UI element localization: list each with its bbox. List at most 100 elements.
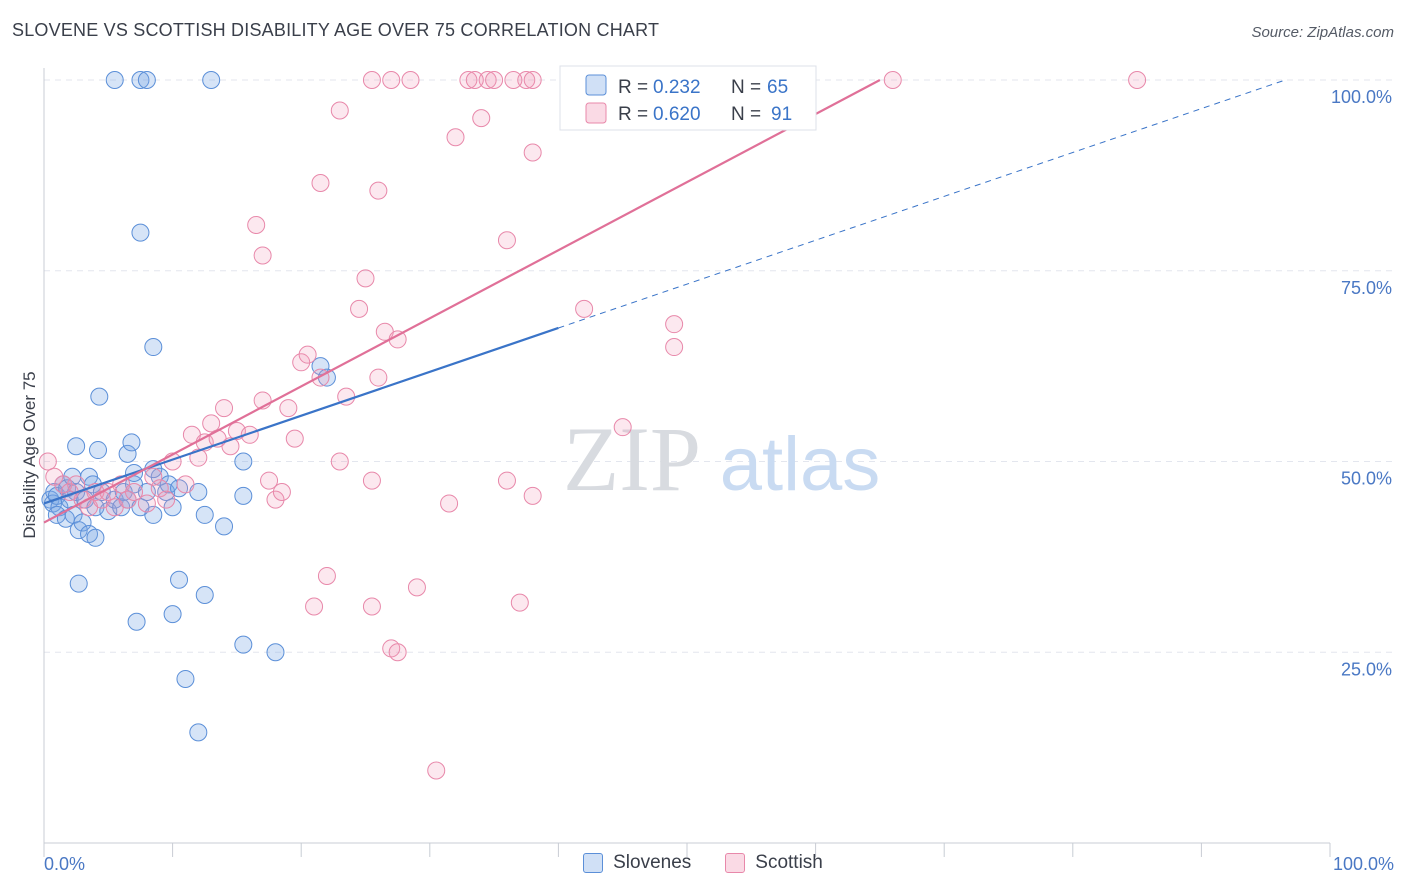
data-point-scottish [144, 467, 163, 486]
data-point-scottish [330, 452, 349, 471]
data-point-slovenes [266, 643, 285, 662]
data-point-scottish [356, 269, 375, 288]
axes [43, 68, 1331, 857]
data-point-slovenes [176, 669, 195, 688]
data-point-scottish [45, 467, 64, 486]
legend-n-label-2: N = [731, 104, 761, 125]
data-point-scottish [665, 315, 684, 334]
data-point-slovenes [118, 444, 137, 463]
data-point-slovenes [144, 505, 163, 524]
data-point-scottish [388, 643, 407, 662]
data-point-slovenes [195, 586, 214, 605]
data-point-scottish [427, 761, 446, 780]
y-tick-label: 25.0% [1341, 659, 1392, 679]
data-point-scottish [665, 338, 684, 357]
data-point-scottish [54, 475, 73, 494]
data-point-slovenes [144, 338, 163, 357]
legend-n-value-2: 91 [771, 104, 792, 125]
data-point-scottish [613, 418, 632, 437]
data-point-scottish [150, 479, 169, 498]
data-point-scottish [305, 597, 324, 616]
x-tick-label-max: 100.0% [1333, 854, 1394, 874]
data-point-scottish [137, 494, 156, 513]
data-point-scottish [517, 71, 536, 89]
trend-line-slovenes [43, 326, 559, 505]
legend-r-label-1: R = [618, 77, 648, 98]
data-point-scottish [266, 490, 285, 509]
data-point-scottish [362, 71, 381, 89]
data-point-scottish [362, 597, 381, 616]
y-tick-label: 100.0% [1331, 87, 1392, 107]
data-point-scottish [382, 71, 401, 89]
data-point-slovenes [131, 71, 150, 89]
watermark-atlas: atlas [720, 422, 881, 507]
data-point-scottish [118, 490, 137, 509]
data-point-slovenes [69, 574, 88, 593]
data-point-slovenes [234, 486, 253, 505]
data-point-slovenes [195, 505, 214, 524]
legend-box [559, 65, 817, 131]
data-point-scottish [440, 494, 459, 513]
data-point-scottish [311, 368, 330, 387]
y-tick-labels: 25.0% 50.0% 75.0% 100.0% [1331, 87, 1392, 679]
grid-lines [44, 79, 1392, 653]
data-point-scottish [369, 181, 388, 200]
data-point-slovenes [137, 71, 156, 89]
data-point-slovenes [131, 223, 150, 242]
data-point-scottish [38, 452, 57, 471]
data-point-scottish [215, 399, 234, 418]
data-point-scottish [202, 414, 221, 433]
data-point-scottish [472, 109, 491, 128]
data-point-scottish [465, 71, 484, 89]
series-legend: Slovenes Scottish [0, 852, 1406, 874]
trend-line-extension-slovenes [558, 79, 1286, 329]
data-point-slovenes [105, 490, 124, 509]
data-point-scottish [279, 399, 298, 418]
data-point-slovenes [163, 498, 182, 517]
data-point-scottish [497, 471, 516, 490]
legend-item-scottish: Scottish [725, 852, 823, 874]
data-point-slovenes [89, 441, 108, 460]
data-point-scottish [157, 490, 176, 509]
data-point-scottish [510, 593, 529, 612]
chart-title: SLOVENE VS SCOTTISH DISABILITY AGE OVER … [12, 20, 660, 40]
legend-label-slovenes: Slovenes [613, 852, 692, 873]
data-point-slovenes [234, 635, 253, 654]
data-point-scottish [459, 71, 478, 89]
data-point-scottish [317, 566, 336, 585]
data-point-slovenes [234, 452, 253, 471]
legend-n-label-1: N = [731, 77, 761, 98]
watermark-zip: ZIP [563, 408, 701, 510]
legend-swatch-slovenes-bottom [583, 853, 604, 873]
data-point-slovenes [170, 570, 189, 589]
data-point-scottish [240, 425, 259, 444]
legend-label-scottish: Scottish [755, 852, 823, 873]
data-point-slovenes [122, 433, 141, 452]
data-point-scottish [362, 471, 381, 490]
y-tick-label: 50.0% [1341, 469, 1392, 489]
legend-swatch-scottish [585, 102, 607, 124]
data-point-scottish [523, 486, 542, 505]
data-point-scottish [446, 128, 465, 147]
data-point-slovenes [189, 723, 208, 742]
trend-lines [43, 79, 1286, 524]
legend-n-value-1: 65 [767, 77, 788, 98]
data-point-scottish [523, 71, 542, 89]
source-label: Source: ZipAtlas.com [1251, 24, 1394, 41]
y-tick-label: 75.0% [1341, 278, 1392, 298]
legend-r-value-2: 0.620 [653, 104, 701, 125]
data-point-scottish [272, 483, 291, 502]
data-point-scottish [883, 71, 902, 89]
data-point-slovenes [67, 437, 86, 456]
data-point-slovenes [127, 612, 146, 631]
data-point-scottish [575, 299, 594, 318]
data-point-scottish [330, 101, 349, 120]
data-point-scottish [485, 71, 504, 89]
data-point-scottish [292, 353, 311, 372]
data-point-scottish [125, 483, 144, 502]
data-point-scottish [298, 345, 317, 364]
legend-item-slovenes: Slovenes [583, 852, 691, 874]
data-point-scottish [176, 475, 195, 494]
data-point-scottish [1128, 71, 1147, 89]
legend-r-value-1: 0.232 [653, 77, 701, 98]
